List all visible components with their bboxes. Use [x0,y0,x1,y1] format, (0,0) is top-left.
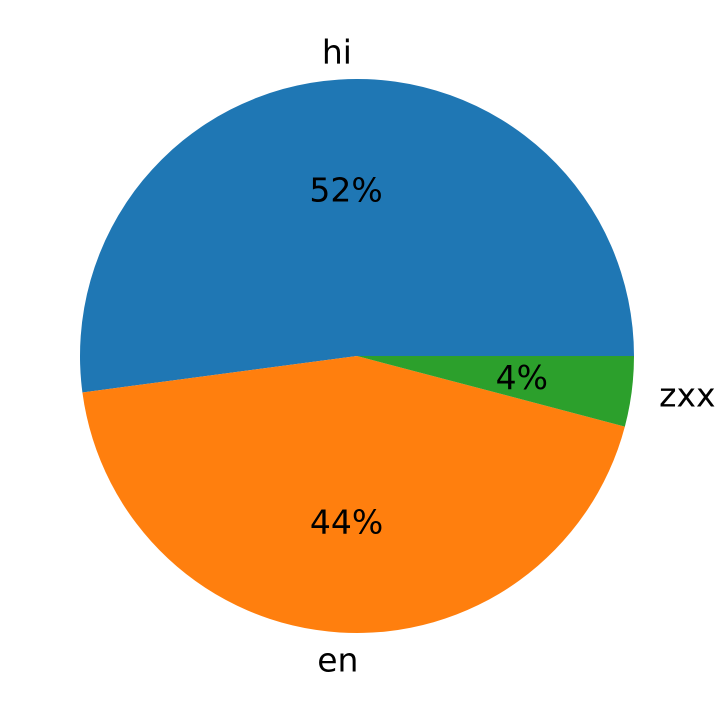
labels-group: hi 52% en 44% zxx 4% [309,32,715,679]
slice-label-en: en [317,641,358,680]
slice-label-zxx: zxx [659,376,715,415]
percent-label-hi: 52% [309,171,382,210]
percent-label-en: 44% [310,502,383,541]
slice-label-hi: hi [322,32,352,71]
percent-label-zxx: 4% [496,358,548,397]
pie-slice-zxx [357,356,634,427]
slices-group [79,78,634,633]
pie-slice-hi [79,78,634,393]
pie-slice-en [82,356,625,633]
